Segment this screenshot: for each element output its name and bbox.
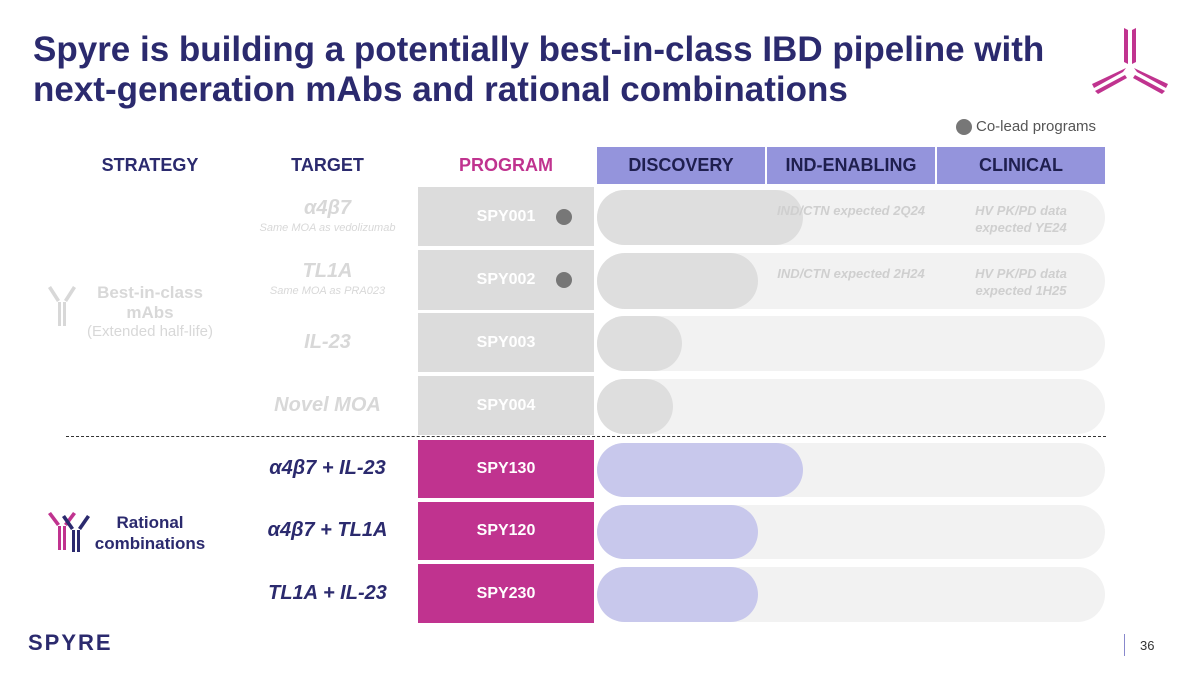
target-name: Novel MOA	[274, 393, 381, 416]
program-label: SPY130	[476, 460, 536, 477]
co-lead-dot-icon	[556, 208, 572, 225]
program-cell-spy001[interactable]: SPY001	[418, 187, 594, 246]
target-name: α4β7 + TL1A	[267, 519, 388, 541]
program-cell-spy003[interactable]: SPY003	[418, 313, 594, 372]
program-cell-spy120[interactable]: SPY120	[418, 502, 594, 560]
page-divider	[1124, 634, 1125, 656]
bispecific-antibody-icon	[48, 512, 90, 552]
target-name: α4β7 + IL-23	[269, 457, 386, 479]
program-label: SPY004	[476, 396, 536, 414]
target-name: TL1A	[302, 260, 353, 282]
strategy-label: Best-in-class mAbs	[97, 283, 203, 322]
page-number: 36	[1140, 638, 1155, 653]
milestone-note: HV PK/PD data expected 1H25	[975, 266, 1067, 298]
spyre-trefoil-logo-icon	[1092, 28, 1168, 94]
program-label: SPY001	[476, 207, 536, 225]
progress-track	[597, 316, 1105, 371]
program-label: SPY230	[476, 584, 536, 602]
target-cell: α4β7 + IL-23	[230, 457, 425, 480]
header-clinical: CLINICAL	[937, 147, 1105, 184]
progress-bar	[597, 190, 803, 245]
target-sub: Same MOA as PRA023	[269, 285, 386, 297]
progress-bar	[597, 567, 759, 622]
target-cell: Novel MOA	[230, 394, 425, 417]
program-label: SPY003	[476, 333, 536, 351]
header-program: PROGRAM	[459, 155, 553, 175]
progress-bar	[597, 316, 682, 371]
co-lead-dot-icon	[956, 118, 972, 135]
progress-track	[597, 190, 1105, 245]
target-cell: IL-23	[230, 331, 425, 354]
progress-track	[597, 253, 1105, 309]
program-cell-spy002[interactable]: SPY002	[418, 250, 594, 310]
progress-bar	[597, 443, 803, 497]
progress-track	[597, 379, 1105, 434]
milestone-note: IND/CTN expected 2H24	[777, 266, 925, 281]
legend-label: Co-lead programs	[976, 118, 1097, 135]
target-name: IL-23	[304, 330, 351, 353]
program-cell-spy230[interactable]: SPY230	[418, 564, 594, 623]
antibody-icon	[48, 286, 76, 326]
program-label: SPY002	[476, 271, 536, 288]
target-cell: TL1A + IL-23	[230, 582, 425, 605]
progress-bar	[597, 379, 674, 434]
target-sub: Same MOA as vedolizumab	[259, 222, 396, 234]
target-name: TL1A + IL-23	[268, 581, 387, 604]
target-cell: TL1A Same MOA as PRA023	[230, 260, 425, 297]
program-label: SPY120	[476, 522, 536, 539]
header-target: TARGET	[291, 155, 364, 175]
svg-text:SPYRE: SPYRE	[28, 631, 113, 653]
co-lead-dot-icon	[556, 272, 572, 288]
legend: Co-lead programs	[956, 118, 1096, 135]
page-title: Spyre is building a potentially best-in-…	[33, 30, 1045, 109]
progress-track	[597, 443, 1105, 497]
header-ind-enabling: IND-ENABLING	[767, 147, 935, 184]
progress-bar	[597, 253, 759, 309]
section-divider	[66, 436, 1106, 437]
program-cell-spy130[interactable]: SPY130	[418, 440, 594, 498]
target-cell: α4β7 Same MOA as vedolizumab	[230, 197, 425, 234]
milestone-note: IND/CTN expected 2Q24	[776, 203, 926, 218]
progress-track	[597, 505, 1105, 559]
strategy-sub: (Extended half-life)	[87, 323, 213, 340]
program-cell-spy004[interactable]: SPY004	[418, 376, 594, 435]
progress-track	[597, 567, 1105, 622]
header-strategy: STRATEGY	[101, 155, 199, 175]
progress-bar	[597, 505, 759, 559]
strategy-rational-combinations: Rational combinations	[94, 513, 206, 553]
milestone-note: HV PK/PD data expected YE24	[975, 203, 1067, 235]
target-cell: α4β7 + TL1A	[230, 519, 425, 542]
target-name: α4β7	[303, 197, 352, 219]
strategy-best-in-class: Best-in-class mAbs (Extended half-life)	[80, 283, 220, 340]
header-discovery: DISCOVERY	[597, 147, 765, 184]
spyre-brand-logo: SPYRE	[28, 631, 113, 653]
